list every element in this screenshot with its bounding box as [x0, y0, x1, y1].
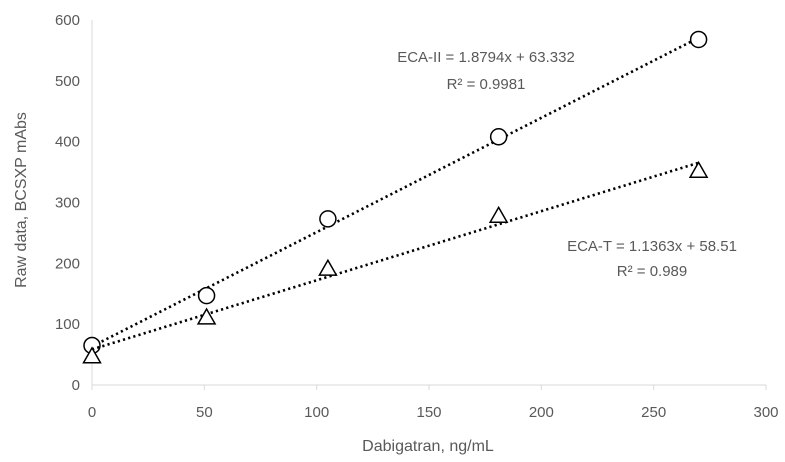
eca-t-annotation: ECA-T = 1.1363x + 58.51 R² = 0.989 [567, 238, 737, 280]
eca-ii-r2: R² = 0.9981 [447, 76, 526, 93]
x-tick-label: 150 [416, 404, 441, 421]
y-tick-label: 600 [55, 12, 80, 29]
y-tick-label: 0 [72, 377, 80, 394]
x-tick-label: 0 [88, 404, 96, 421]
eca-ii-point [319, 210, 337, 228]
eca-ii-annotation: ECA-II = 1.8794x + 63.332 R² = 0.9981 [397, 49, 575, 93]
x-tick-label: 250 [641, 404, 666, 421]
eca-ii-point [489, 128, 508, 146]
y-tick-label: 100 [55, 316, 80, 333]
eca-ii-trendline [91, 36, 700, 348]
eca-ii-point [197, 286, 216, 305]
y-tick-label: 500 [55, 73, 80, 90]
eca-t-r2: R² = 0.989 [617, 263, 687, 280]
eca-t-point [488, 205, 509, 224]
y-tick-label: 300 [55, 195, 80, 212]
y-axis-title: Raw data, BCSXP mAbs [13, 112, 30, 288]
eca-ii-point [689, 30, 708, 49]
eca-t-point [318, 258, 338, 276]
eca-t-equation: ECA-T = 1.1363x + 58.51 [567, 238, 737, 255]
y-tick-label: 400 [55, 134, 80, 151]
eca-ii-equation: ECA-II = 1.8794x + 63.332 [397, 49, 575, 66]
x-tick-label: 50 [196, 404, 213, 421]
eca-t-point [688, 160, 709, 178]
y-tick-label: 200 [55, 255, 80, 272]
x-tick-label: 300 [753, 404, 778, 421]
x-tick-label: 200 [529, 404, 554, 421]
x-axis-title: Dabigatran, ng/mL [362, 438, 494, 455]
eca-t-point [196, 307, 217, 325]
x-tick-label: 100 [304, 404, 329, 421]
eca-t-point [82, 346, 102, 364]
